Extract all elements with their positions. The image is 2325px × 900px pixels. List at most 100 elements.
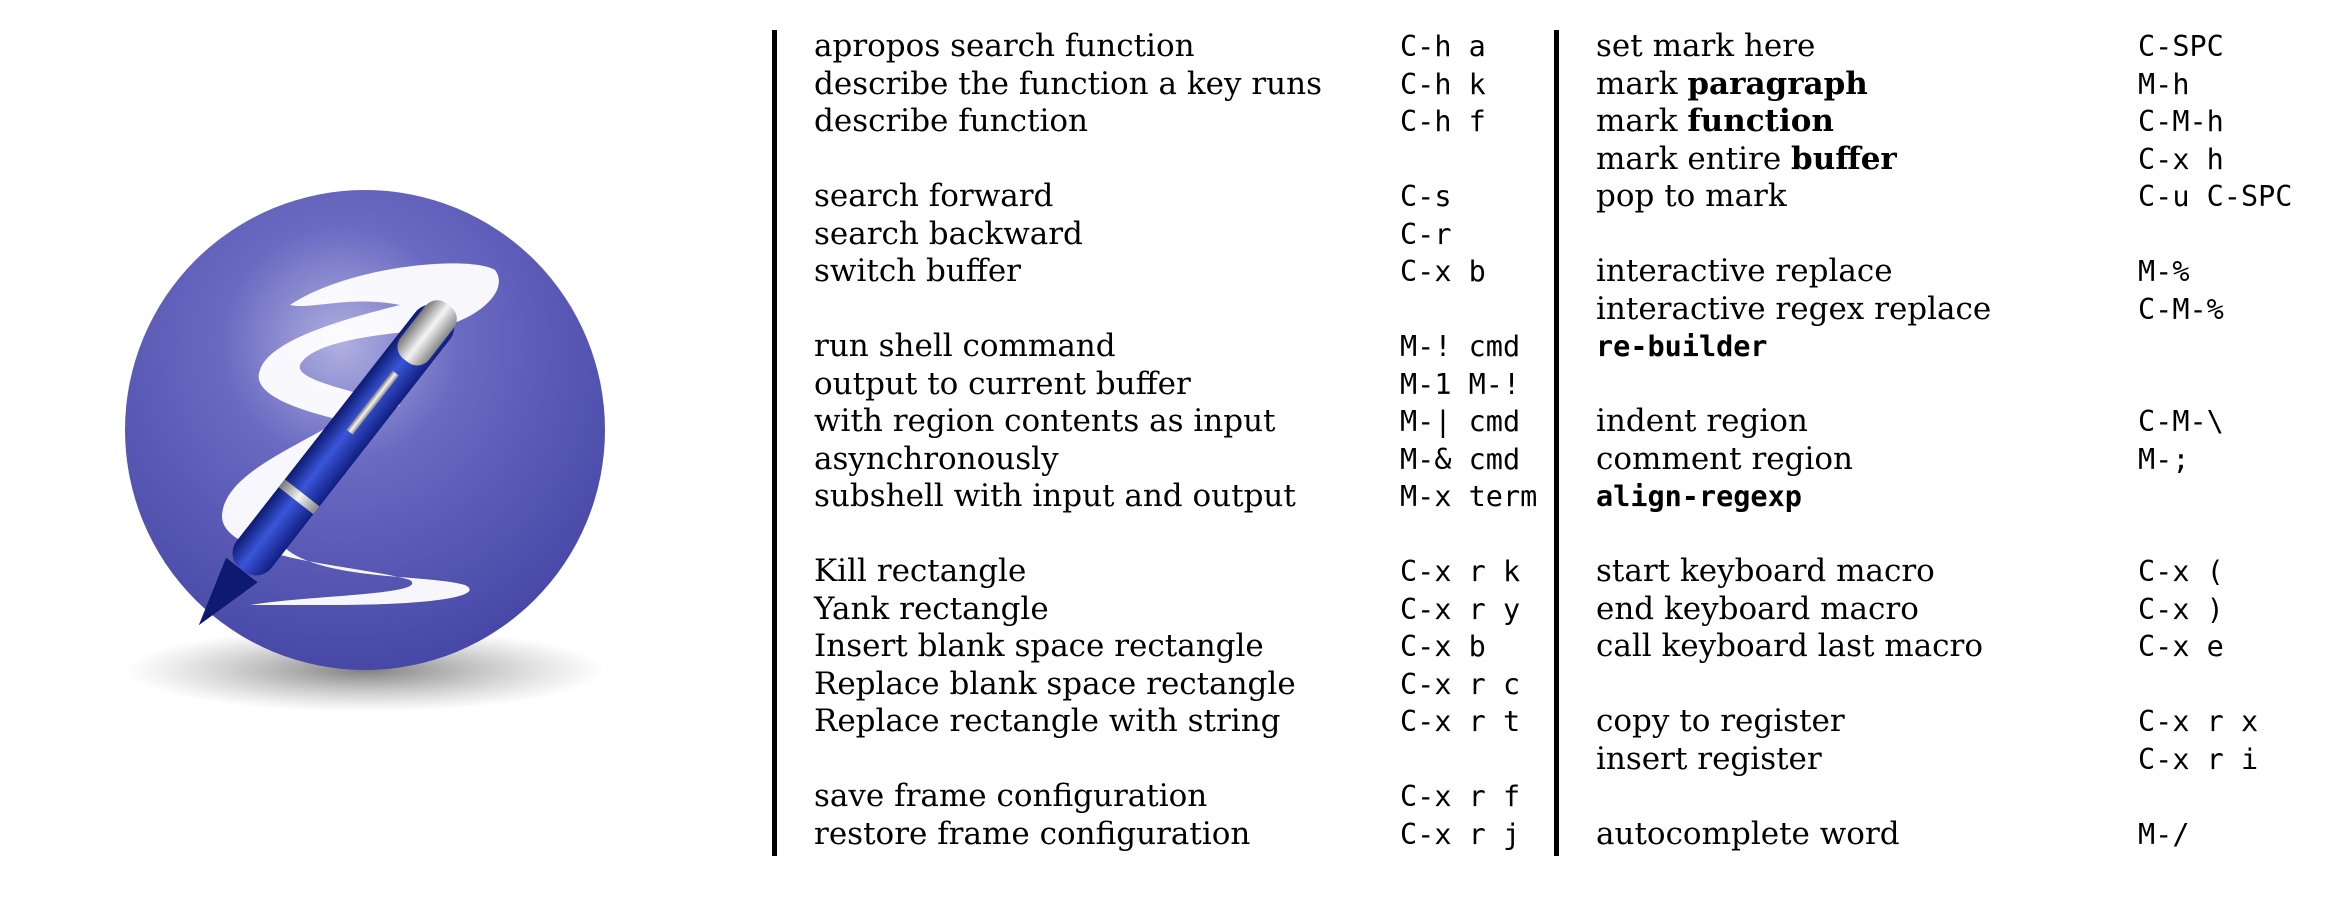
key-binding: C-x r x	[2138, 705, 2259, 738]
shortcut-description: with region contents as input	[814, 403, 1276, 441]
shortcut-row: interactive regex replace C-M-%	[1596, 291, 2321, 329]
column-divider-right	[1554, 30, 1559, 856]
shortcut-row: end keyboard macro C-x )	[1596, 591, 2321, 629]
shortcut-row: mark function C-M-h	[1596, 103, 2321, 141]
key-binding: C-x r c	[1400, 667, 1521, 701]
shortcut-row: set mark here C-SPC	[1596, 28, 2321, 66]
description-text: Insert blank space rectangle	[814, 628, 1264, 664]
shortcut-description: autocomplete word	[1596, 816, 1900, 854]
shortcut-description: Kill rectangle	[814, 553, 1026, 591]
shortcut-row: switch buffer C-x b	[814, 253, 1549, 291]
key-binding: M-| cmd	[1400, 405, 1521, 438]
description-text: pop to mark	[1596, 178, 1787, 214]
key-binding: C-u C-SPC	[2138, 180, 2293, 213]
shortcut-description: interactive regex replace	[1596, 291, 1991, 329]
key-binding: C-x r y	[1400, 592, 1521, 626]
description-text: save frame configuration	[814, 778, 1208, 814]
description-text: describe the function a key runs	[814, 65, 1322, 102]
shortcut-row: align-regexp	[1596, 478, 2321, 516]
group-spacer	[814, 291, 1549, 329]
description-text: Kill rectangle	[814, 553, 1027, 589]
shortcut-description: mark function	[1596, 103, 1834, 141]
shortcut-description: set mark here	[1596, 28, 1815, 66]
key-binding: C-x r j	[1400, 817, 1521, 851]
description-text: asynchronously	[814, 440, 1059, 477]
shortcut-description: mark paragraph	[1596, 66, 1868, 104]
group-spacer	[814, 141, 1549, 179]
shortcut-description: start keyboard macro	[1596, 553, 1935, 591]
shortcut-row: describe function C-h f	[814, 103, 1549, 141]
key-binding: C-x r i	[2138, 742, 2259, 776]
shortcut-description: Replace blank space rectangle	[814, 666, 1296, 704]
shortcut-description: run shell command	[814, 328, 1116, 366]
shortcut-description: comment region	[1596, 441, 1853, 479]
group-spacer	[814, 516, 1549, 554]
key-binding: C-x r f	[1400, 780, 1521, 813]
shortcut-row: apropos search function C-h a	[814, 28, 1549, 66]
shortcut-description: asynchronously	[814, 441, 1059, 479]
key-binding: C-x (	[2138, 555, 2224, 588]
emacs-logo	[125, 190, 605, 712]
key-binding: C-x e	[2138, 630, 2224, 663]
shortcut-description: insert register	[1596, 741, 1822, 779]
key-binding: C-M-h	[2138, 105, 2224, 138]
key-binding: C-SPC	[2138, 30, 2224, 63]
shortcut-description: describe function	[814, 103, 1088, 141]
key-binding: M-/	[2138, 817, 2190, 851]
key-binding: C-x h	[2138, 142, 2224, 176]
description-text: search forward	[814, 178, 1054, 214]
shortcut-description: mark entire buffer	[1596, 141, 1897, 179]
shortcut-description: save frame configuration	[814, 778, 1207, 816]
shortcut-row: run shell command M-! cmd	[814, 328, 1549, 366]
pen-icon	[198, 300, 457, 626]
shortcut-row: start keyboard macro C-x (	[1596, 553, 2321, 591]
shortcut-description: pop to mark	[1596, 178, 1787, 216]
shortcut-row: copy to register C-x r x	[1596, 703, 2321, 741]
description-text: mark	[1596, 103, 1688, 139]
key-binding: C-h f	[1400, 105, 1486, 138]
group-spacer	[1596, 778, 2321, 816]
logo-swirl	[221, 263, 499, 605]
shortcut-description: search backward	[814, 216, 1083, 254]
shortcut-description: restore frame configuration	[814, 816, 1250, 854]
shortcut-row: autocomplete word M-/	[1596, 816, 2321, 854]
shortcut-row: mark entire buffer C-x h	[1596, 141, 2321, 179]
group-spacer	[1596, 216, 2321, 254]
key-binding: M-;	[2138, 442, 2190, 476]
key-binding: M-%	[2138, 255, 2190, 288]
key-binding: C-s	[1400, 180, 1452, 213]
shortcut-row: subshell with input and output M-x term	[814, 478, 1549, 516]
shortcut-description: end keyboard macro	[1596, 591, 1919, 629]
description-text: set mark here	[1596, 28, 1816, 64]
description-emphasis: paragraph	[1687, 65, 1868, 102]
description-text: insert register	[1596, 740, 1822, 777]
group-spacer	[1596, 366, 2321, 404]
description-text: call keyboard last macro	[1596, 628, 1984, 664]
group-spacer	[1596, 516, 2321, 554]
key-binding: C-M-%	[2138, 292, 2224, 326]
shortcut-description: switch buffer	[814, 253, 1021, 291]
key-binding: M-1 M-!	[1400, 367, 1521, 401]
shortcut-description: describe the function a key runs	[814, 66, 1322, 104]
description-text: autocomplete word	[1596, 815, 1900, 852]
description-text: start keyboard macro	[1596, 553, 1935, 589]
key-binding: M-h	[2138, 67, 2190, 101]
shortcut-row: call keyboard last macro C-x e	[1596, 628, 2321, 666]
shortcut-description: Yank rectangle	[814, 591, 1049, 629]
key-binding: C-h k	[1400, 67, 1486, 101]
shortcut-row: indent region C-M-\	[1596, 403, 2321, 441]
shortcut-description: align-regexp	[1596, 478, 1802, 516]
shortcut-description: call keyboard last macro	[1596, 628, 1983, 666]
description-text: Replace rectangle with string	[814, 703, 1281, 739]
shortcut-row: Replace rectangle with string C-x r t	[814, 703, 1549, 741]
description-text: Yank rectangle	[814, 590, 1049, 627]
shortcut-row: Kill rectangle C-x r k	[814, 553, 1549, 591]
command-name: re-builder	[1596, 330, 1768, 363]
shortcut-description: output to current buffer	[814, 366, 1191, 404]
key-binding: C-r	[1400, 217, 1452, 251]
shortcut-description: interactive replace	[1596, 253, 1893, 291]
shortcut-column-left: apropos search function C-h a describe the…	[814, 28, 1549, 853]
description-text: with region contents as input	[814, 403, 1276, 439]
shortcut-row: pop to mark C-u C-SPC	[1596, 178, 2321, 216]
shortcut-row: comment region M-;	[1596, 441, 2321, 479]
